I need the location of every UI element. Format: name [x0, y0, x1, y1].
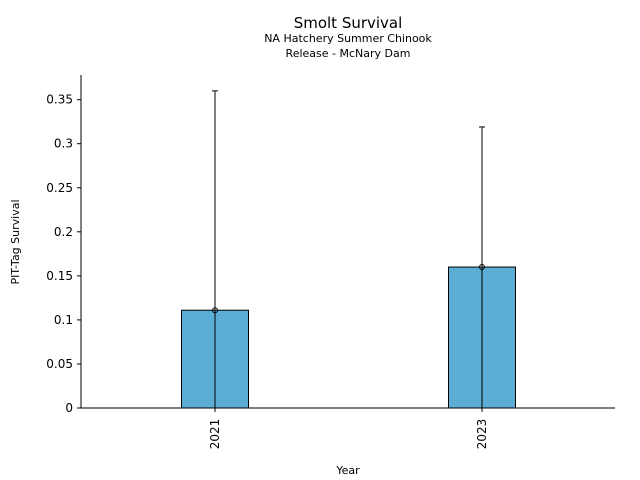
y-tick-label: 0.15	[46, 269, 73, 283]
chart-title: Smolt Survival	[294, 14, 403, 32]
y-tick-label: 0.1	[54, 313, 73, 327]
y-tick-label: 0.05	[46, 357, 73, 371]
point-marker	[212, 307, 218, 314]
point-marker	[479, 264, 485, 271]
plot-area: 0 0.05 0.1 0.15 0.2 0.25 0.3 0.35 2021 2023	[46, 75, 615, 449]
y-tick-label: 0.3	[54, 137, 73, 151]
x-axis-label: Year	[335, 464, 360, 477]
x-tick-label: 2021	[208, 419, 222, 450]
chart-subtitle-line-1: NA Hatchery Summer Chinook	[264, 32, 432, 45]
y-tick-label: 0.35	[46, 93, 73, 107]
chart-subtitle-line-2: Release - McNary Dam	[286, 47, 411, 60]
y-tick-label: 0	[65, 401, 73, 415]
y-tick-label: 0.2	[54, 225, 73, 239]
y-tick-label: 0.25	[46, 181, 73, 195]
x-tick-label: 2023	[475, 419, 489, 450]
y-axis-label: PIT-Tag Survival	[9, 199, 22, 284]
